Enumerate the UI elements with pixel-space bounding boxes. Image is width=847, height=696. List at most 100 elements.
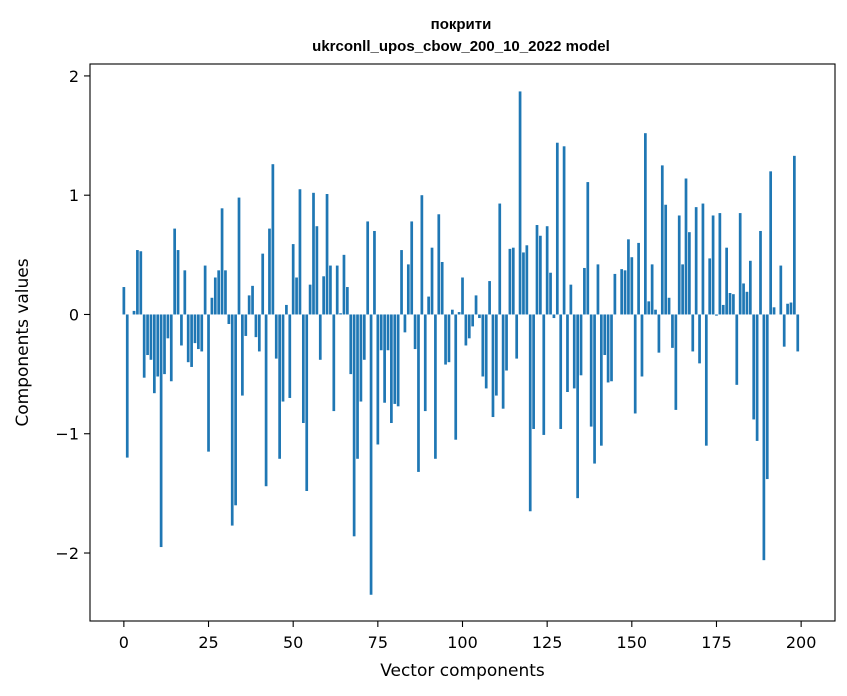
bar: [166, 314, 170, 339]
bar: [125, 314, 129, 458]
bar: [295, 277, 298, 315]
bar: [139, 251, 143, 315]
bar: [210, 297, 214, 315]
x-tick-label: 25: [198, 633, 218, 652]
bar: [454, 314, 458, 440]
bar: [288, 314, 292, 398]
bar: [434, 314, 437, 459]
bar: [257, 314, 261, 352]
bar: [623, 270, 627, 315]
bar: [471, 314, 475, 327]
bar: [400, 250, 403, 315]
bar: [410, 221, 414, 315]
bar: [230, 314, 234, 526]
bar: [660, 165, 664, 315]
bar: [572, 314, 576, 389]
bar: [220, 208, 224, 315]
bar: [576, 314, 579, 499]
y-axis-ticks: −2 −1 0 1 2: [55, 67, 90, 563]
bar: [278, 314, 281, 459]
bar: [671, 314, 674, 348]
bar: [244, 314, 248, 336]
bar: [738, 213, 742, 315]
bar: [633, 314, 637, 414]
bar: [417, 314, 420, 472]
bar: [603, 314, 607, 356]
chart-title-line-2: ukrconll_upos_cbow_200_10_2022 model: [312, 38, 610, 55]
bar: [545, 226, 549, 315]
bar: [440, 261, 444, 315]
bar: [193, 314, 197, 344]
bar: [620, 269, 624, 315]
bar: [664, 204, 668, 315]
y-tick-label: 2: [69, 67, 79, 86]
bar: [796, 314, 800, 352]
bar: [732, 294, 735, 315]
bar: [197, 314, 200, 350]
bar: [203, 265, 207, 315]
bar: [539, 235, 542, 315]
bar: [213, 277, 217, 315]
x-tick-label: 125: [532, 633, 563, 652]
bar: [684, 178, 688, 315]
bar: [701, 203, 705, 315]
bar: [403, 314, 407, 333]
bar: [708, 258, 712, 315]
bar: [704, 314, 708, 446]
bar: [596, 264, 600, 315]
bar: [291, 244, 295, 315]
bar: [681, 264, 684, 315]
x-tick-label: 100: [447, 633, 478, 652]
bar: [721, 304, 725, 315]
bar: [654, 309, 657, 315]
bar: [644, 133, 647, 315]
bar: [782, 314, 786, 347]
x-axis-label: Vector components: [380, 661, 545, 681]
bar: [742, 283, 745, 315]
bar: [698, 314, 701, 364]
bar: [234, 314, 237, 506]
bar: [610, 314, 613, 382]
bar: [650, 264, 654, 315]
bar: [552, 314, 556, 319]
bar: [579, 314, 583, 376]
bar: [318, 314, 322, 360]
y-tick-label: 0: [69, 305, 79, 324]
bar: [599, 314, 603, 446]
bar: [481, 314, 485, 377]
bar: [217, 270, 221, 315]
y-tick-label: −2: [55, 544, 79, 563]
bar: [376, 314, 380, 445]
bar: [725, 247, 728, 315]
x-tick-label: 75: [368, 633, 388, 652]
x-tick-label: 200: [786, 633, 817, 652]
bar: [566, 314, 569, 392]
bar: [748, 260, 752, 315]
bar: [322, 276, 326, 315]
bar: [569, 284, 573, 315]
bar: [718, 213, 722, 315]
bar: [627, 239, 630, 315]
bar: [173, 228, 177, 315]
bar: [711, 215, 715, 315]
bar: [525, 245, 529, 315]
bar: [393, 314, 397, 404]
bar: [325, 194, 329, 315]
bar: [379, 314, 383, 351]
bar: [613, 273, 617, 315]
bar: [413, 314, 417, 350]
bar: [508, 248, 512, 315]
bar: [261, 253, 265, 315]
bar: [715, 314, 718, 316]
bar: [427, 296, 430, 315]
bar: [301, 314, 305, 424]
y-axis-label: Components values: [13, 258, 33, 426]
bar: [335, 265, 339, 315]
bar: [647, 301, 651, 315]
bar: [312, 192, 315, 315]
bar: [349, 314, 353, 375]
bar: [630, 257, 634, 315]
bar: [396, 314, 400, 407]
bar: [274, 314, 278, 359]
bar: [518, 91, 522, 315]
